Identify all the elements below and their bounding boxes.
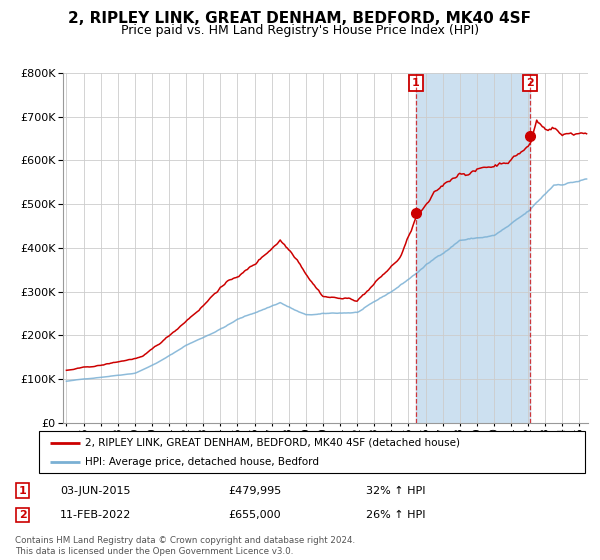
Text: £479,995: £479,995 (228, 486, 281, 496)
Text: 2, RIPLEY LINK, GREAT DENHAM, BEDFORD, MK40 4SF (detached house): 2, RIPLEY LINK, GREAT DENHAM, BEDFORD, M… (85, 437, 460, 447)
Text: This data is licensed under the Open Government Licence v3.0.: This data is licensed under the Open Gov… (15, 547, 293, 556)
Text: 1: 1 (19, 486, 26, 496)
Bar (416, 73, 530, 423)
Text: 03-JUN-2015: 03-JUN-2015 (60, 486, 131, 496)
Text: £655,000: £655,000 (228, 510, 281, 520)
Text: 2: 2 (526, 78, 534, 88)
Text: 1: 1 (412, 78, 419, 88)
Text: 2: 2 (19, 510, 26, 520)
Text: Price paid vs. HM Land Registry's House Price Index (HPI): Price paid vs. HM Land Registry's House … (121, 24, 479, 36)
Text: 26% ↑ HPI: 26% ↑ HPI (366, 510, 425, 520)
Text: 2, RIPLEY LINK, GREAT DENHAM, BEDFORD, MK40 4SF: 2, RIPLEY LINK, GREAT DENHAM, BEDFORD, M… (68, 11, 532, 26)
Text: 11-FEB-2022: 11-FEB-2022 (60, 510, 131, 520)
Text: Contains HM Land Registry data © Crown copyright and database right 2024.: Contains HM Land Registry data © Crown c… (15, 536, 355, 545)
Text: HPI: Average price, detached house, Bedford: HPI: Average price, detached house, Bedf… (85, 457, 319, 467)
Text: 32% ↑ HPI: 32% ↑ HPI (366, 486, 425, 496)
